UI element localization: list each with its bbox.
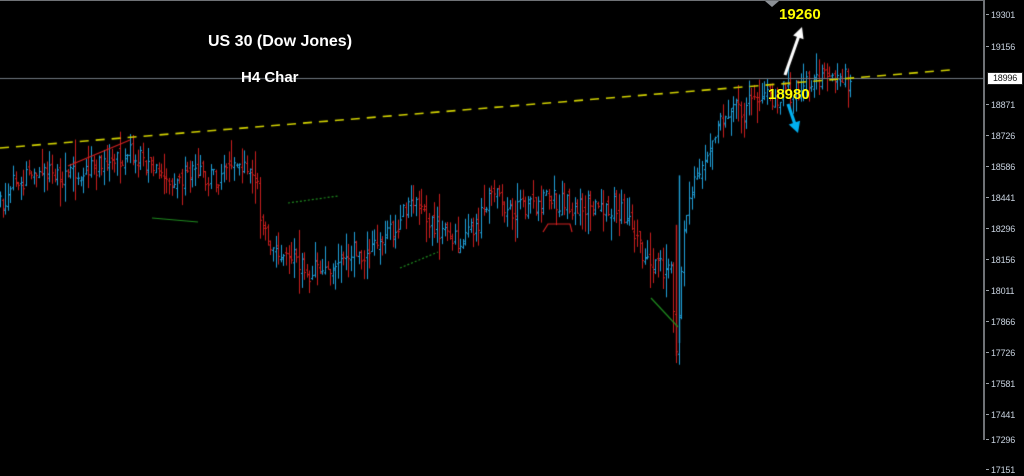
tick-mark bbox=[986, 259, 989, 260]
price-axis-tick: 17441 bbox=[985, 409, 1024, 421]
tick-label: 17866 bbox=[991, 317, 1016, 327]
tick-label: 18871 bbox=[991, 100, 1016, 110]
price-axis-tick: 17866 bbox=[985, 316, 1024, 328]
chart-plot-area[interactable] bbox=[0, 0, 984, 441]
tick-label: 19301 bbox=[991, 10, 1016, 20]
page-title: US 30 (Dow Jones) bbox=[208, 33, 353, 50]
tick-mark bbox=[986, 290, 989, 291]
tick-label: 18156 bbox=[991, 255, 1016, 265]
price-axis-tick: 18441 bbox=[985, 192, 1024, 204]
price-axis-tick: 17151 bbox=[985, 464, 1024, 476]
chart-timeframe-label: H4 Char bbox=[241, 69, 299, 86]
price-axis-tick: 18586 bbox=[985, 161, 1024, 173]
price-axis-tick: 17581 bbox=[985, 378, 1024, 390]
tick-mark bbox=[986, 135, 989, 136]
tick-mark bbox=[986, 166, 989, 167]
tick-label: 18726 bbox=[991, 131, 1016, 141]
tick-mark bbox=[986, 383, 989, 384]
price-axis-tick: 18871 bbox=[985, 99, 1024, 111]
tick-label: 17581 bbox=[991, 379, 1016, 389]
tick-label: 17726 bbox=[991, 348, 1016, 358]
price-axis-tick: 19156 bbox=[985, 41, 1024, 53]
tick-label: 18296 bbox=[991, 224, 1016, 234]
current-price-badge: 18996 bbox=[987, 72, 1023, 85]
price-axis-tick: 17726 bbox=[985, 347, 1024, 359]
bearish-target-label: 18980 bbox=[768, 86, 810, 103]
tick-label: 19156 bbox=[991, 42, 1016, 52]
tick-mark bbox=[986, 14, 989, 15]
price-axis-tick: 18011 bbox=[985, 285, 1024, 297]
tick-label: 17296 bbox=[991, 435, 1016, 445]
candlestick-series bbox=[0, 1, 984, 441]
current-price-value: 18996 bbox=[992, 73, 1018, 83]
price-axis-tick: 18156 bbox=[985, 254, 1024, 266]
tick-mark bbox=[986, 352, 989, 353]
tick-mark bbox=[986, 228, 989, 229]
tick-mark bbox=[986, 46, 989, 47]
tick-label: 17151 bbox=[991, 465, 1016, 475]
bullish-target-label: 19260 bbox=[779, 6, 821, 23]
price-axis[interactable]: 19301 19156 18871 18726 18586 18441 18296 18156… bbox=[984, 0, 1024, 475]
tick-label: 18441 bbox=[991, 193, 1016, 203]
price-axis-tick: 17296 bbox=[985, 434, 1024, 446]
tick-mark bbox=[986, 197, 989, 198]
tick-label: 18011 bbox=[991, 286, 1015, 296]
tick-label: 17441 bbox=[991, 410, 1016, 420]
price-axis-tick: 18726 bbox=[985, 130, 1024, 142]
tick-label: 18586 bbox=[991, 162, 1016, 172]
tick-mark bbox=[986, 104, 989, 105]
price-axis-tick: 18296 bbox=[985, 223, 1024, 235]
crosshair-cursor-marker bbox=[765, 1, 779, 7]
price-axis-tick: 19301 bbox=[985, 9, 1024, 21]
tick-mark bbox=[986, 469, 989, 470]
tick-mark bbox=[986, 321, 989, 322]
tick-mark bbox=[986, 414, 989, 415]
